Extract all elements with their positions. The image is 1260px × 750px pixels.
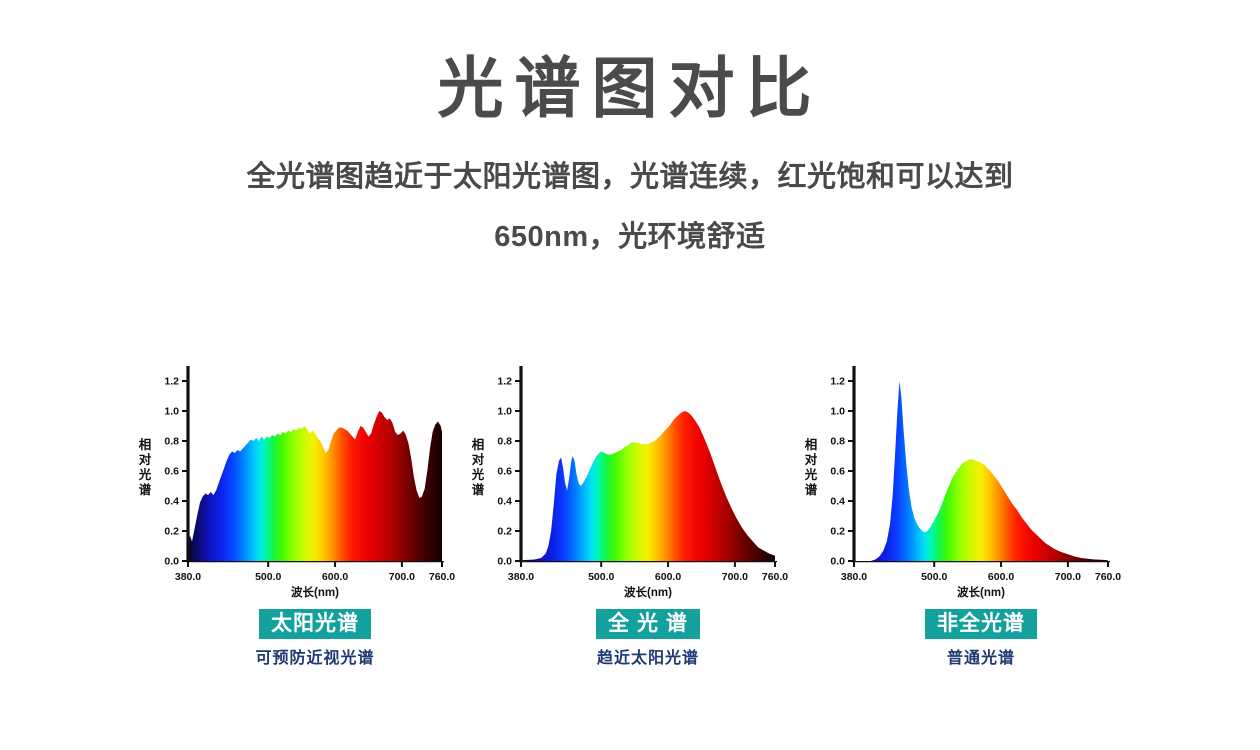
y-tick-label: 0.0 <box>830 556 845 568</box>
x-tick-label: 380.0 <box>508 571 534 583</box>
x-tick-label: 500.0 <box>921 571 947 583</box>
y-tick-label: 1.0 <box>830 406 845 418</box>
x-axis-title: 波长(nm) <box>957 585 1005 599</box>
figure-non-full-spectrum: 380.0 500.0 600.0 700.0 760.0 0.0 0.2 0.4 0.6 0.8… <box>798 359 1128 668</box>
y-tick-label: 0.2 <box>497 526 512 538</box>
figure-solar-spectrum: 380.0 500.0 600.0 700.0 760.0 0.0 0.2 0.4 0.6 0.8… <box>132 359 462 668</box>
y-tick-label: 0.0 <box>497 556 512 568</box>
x-tick-label: 500.0 <box>255 571 281 583</box>
x-tick-label: 600.0 <box>322 571 348 583</box>
y-tick-label: 0.8 <box>164 436 179 448</box>
y-tick-label: 0.2 <box>830 526 845 538</box>
figure-full-spectrum: 380.0 500.0 600.0 700.0 760.0 0.0 0.2 0.4 0.6 0.8… <box>465 359 795 668</box>
x-tick-label: 700.0 <box>1055 571 1081 583</box>
y-tick-label: 1.2 <box>830 376 845 388</box>
full-spectrum-chart: 380.0 500.0 600.0 700.0 760.0 0.0 0.2 0.4 0.6 0.8… <box>471 366 788 599</box>
spectrum-area <box>188 411 442 562</box>
subtitle-line-1: 全光谱图趋近于太阳光谱图，光谱连续，红光饱和可以达到 <box>246 161 1014 194</box>
solar-spectrum-caption-block: 太阳光谱 可预防近视光谱 <box>132 609 462 668</box>
y-tick-label: 1.2 <box>164 376 179 388</box>
y-axis-title-char: 相 <box>139 437 152 452</box>
y-tick-label: 0.4 <box>497 496 512 508</box>
chart-badge: 全 光 谱 <box>596 609 700 640</box>
x-tick-label: 700.0 <box>389 571 415 583</box>
chart-caption: 趋近太阳光谱 <box>596 650 699 668</box>
subtitle-line-2: 650nm，光环境舒适 <box>494 221 766 254</box>
non-full-spectrum-caption-block: 非全光谱 普通光谱 <box>798 609 1128 668</box>
spectrum-area <box>521 411 775 562</box>
y-axis-title-char: 相 <box>805 437 818 452</box>
y-axis-title-char: 相 <box>472 437 485 452</box>
y-tick-label: 0.8 <box>497 436 512 448</box>
solar-spectrum-chart: 380.0 500.0 600.0 700.0 760.0 0.0 0.2 0.4 0.6 0.8… <box>138 366 455 599</box>
x-tick-label: 760.0 <box>1095 571 1121 583</box>
x-tick-label: 600.0 <box>988 571 1014 583</box>
y-tick-label: 0.8 <box>830 436 845 448</box>
y-axis-title-char: 对 <box>139 452 152 467</box>
x-tick-label: 700.0 <box>722 571 748 583</box>
x-tick-label: 760.0 <box>429 571 455 583</box>
spectrum-area <box>854 381 1108 562</box>
x-tick-label: 600.0 <box>655 571 681 583</box>
y-axis-title-char: 谱 <box>139 482 152 497</box>
y-tick-label: 1.0 <box>497 406 512 418</box>
non-full-spectrum-chart: 380.0 500.0 600.0 700.0 760.0 0.0 0.2 0.4 0.6 0.8… <box>804 366 1121 599</box>
page-title: 光谱图对比 <box>437 51 823 125</box>
y-tick-label: 0.0 <box>164 556 179 568</box>
y-tick-label: 1.0 <box>164 406 179 418</box>
x-tick-label: 380.0 <box>841 571 867 583</box>
chart-caption: 普通光谱 <box>946 650 1015 668</box>
y-axis-title-char: 光 <box>471 467 485 482</box>
chart-caption: 可预防近视光谱 <box>255 650 375 668</box>
y-axis-title-char: 光 <box>138 467 152 482</box>
y-axis-title-char: 谱 <box>472 482 485 497</box>
page-subtitle: 全光谱图趋近于太阳光谱图，光谱连续，红光饱和可以达到 650nm，光环境舒适 <box>0 147 1260 267</box>
spectrum-charts-row: 380.0 500.0 600.0 700.0 760.0 0.0 0.2 0.4 0.6 0.8… <box>0 359 1260 668</box>
y-tick-label: 0.4 <box>830 496 845 508</box>
chart-badge: 非全光谱 <box>925 609 1037 640</box>
y-tick-label: 0.6 <box>164 466 179 478</box>
y-axis-title-char: 光 <box>804 467 818 482</box>
full-spectrum-caption-block: 全 光 谱 趋近太阳光谱 <box>465 609 795 668</box>
x-tick-label: 760.0 <box>762 571 788 583</box>
x-axis-title: 波长(nm) <box>291 585 339 599</box>
y-tick-label: 0.6 <box>830 466 845 478</box>
y-tick-label: 0.6 <box>497 466 512 478</box>
x-axis-title: 波长(nm) <box>624 585 672 599</box>
y-axis-title-char: 谱 <box>805 482 818 497</box>
x-tick-label: 500.0 <box>588 571 614 583</box>
y-tick-label: 0.4 <box>164 496 179 508</box>
y-tick-label: 0.2 <box>164 526 179 538</box>
chart-badge: 太阳光谱 <box>259 609 371 640</box>
x-tick-label: 380.0 <box>175 571 201 583</box>
y-tick-label: 1.2 <box>497 376 512 388</box>
y-axis-title-char: 对 <box>472 452 485 467</box>
y-axis-title-char: 对 <box>805 452 818 467</box>
